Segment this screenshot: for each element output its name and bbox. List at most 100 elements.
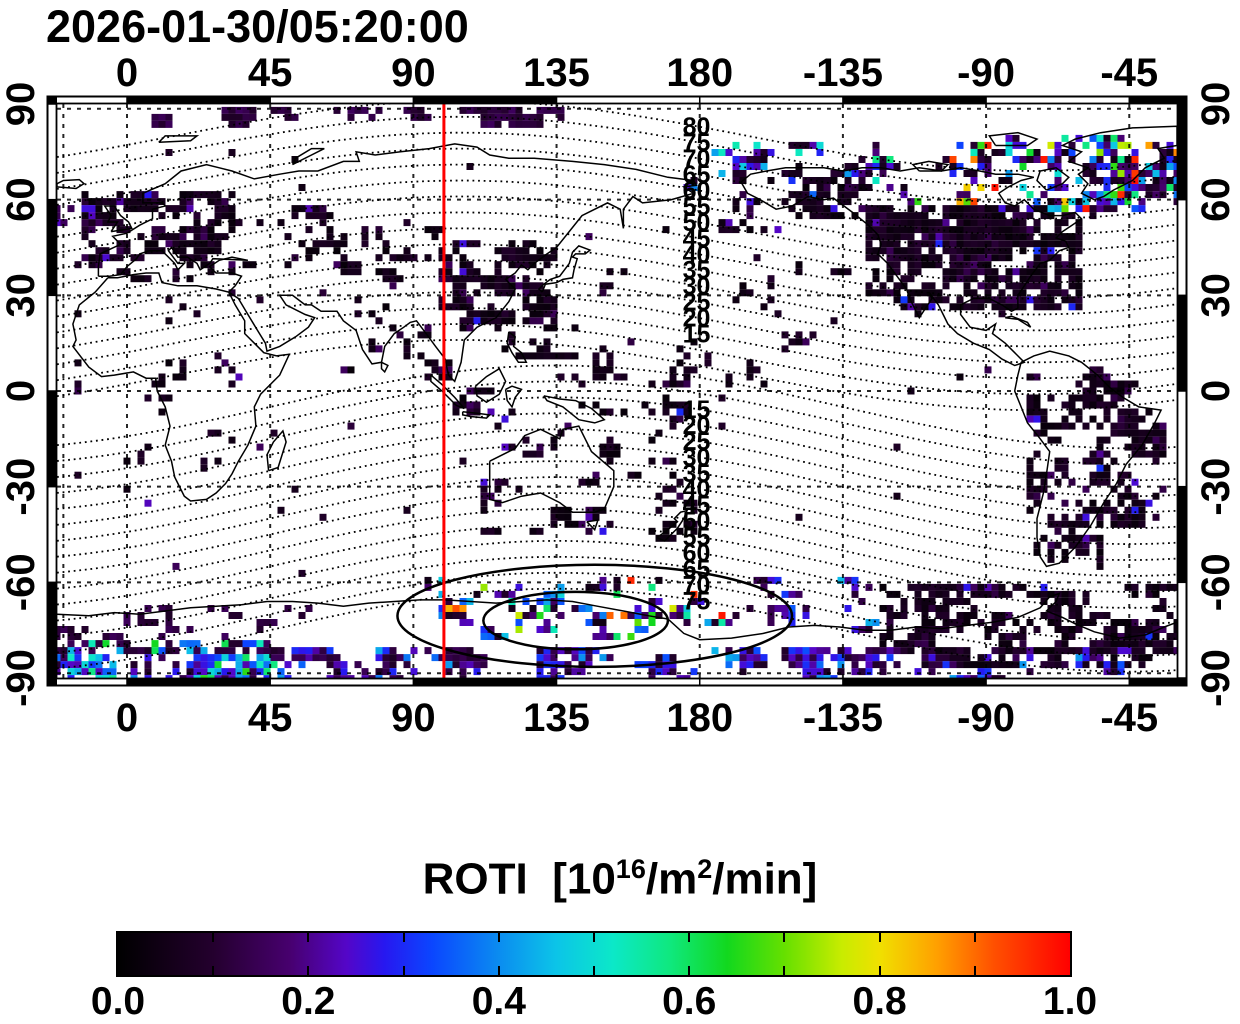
colorbar [116,931,1072,977]
x-axis-label-top: 135 [523,51,590,95]
contour-label-south: 75 [683,587,711,615]
magnetic-latitude-contours [57,104,1177,673]
contour-label-north: 55 [683,193,711,221]
coastline-iceland [57,178,86,190]
contour-label-south: 30 [683,444,711,472]
contour-label-north: 25 [683,289,711,317]
contour-label-south: 45 [683,492,711,520]
contour-label-north: 60 [683,177,711,205]
contour-label-south: 55 [683,524,711,552]
colorbar-tick-label: 1.0 [1042,980,1098,1023]
x-axis-label-top: -45 [1100,51,1158,95]
contour-label-north: 65 [683,161,711,189]
y-axis-label-right: 0 [1194,380,1238,402]
x-axis-label-top: 0 [116,51,138,95]
x-axis-label-bottom: -90 [957,696,1015,740]
coastline-sulawesi [504,385,523,409]
colorbar-minor-tick [783,966,786,975]
coastline-australia [488,425,615,513]
y-axis-label-left: 0 [0,380,43,402]
coastline-cuba [1005,315,1032,328]
colorbar-minor-tick [878,966,881,975]
contour-label-south: 70 [683,571,711,599]
coastline-baffin [1036,166,1070,191]
x-axis-label-bottom: 45 [248,696,293,740]
coastline-novaya_zemlya [291,147,325,166]
contour-label-north: 70 [683,145,711,173]
coastline-eurasia [97,143,698,383]
coastline-south_america [1013,350,1163,568]
world-map-plot: 8075706560555045403530252015152025303540… [0,51,1238,740]
coastline-uk [103,205,133,233]
colorbar-title-prefix: ROTI [10 [422,854,616,904]
colorbar-minor-tick [212,966,215,975]
coastline-sri_lanka [380,361,389,374]
x-axis-label-bottom: 90 [391,696,436,740]
coastline-borneo [474,367,507,404]
colorbar-tick-label: 0.8 [852,980,907,1023]
y-axis-label-left: -30 [0,458,43,516]
contour-label-north: 20 [683,305,711,333]
contour-label-south: 35 [683,460,711,488]
contour-label-south: 50 [683,508,711,536]
colorbar-minor-tick [593,966,595,975]
y-axis-label-right: 30 [1194,273,1238,318]
colorbar-title: ROTI [1016/m2/min] [0,854,1240,905]
contour-label-south: 65 [683,555,711,583]
coastline-philippines [506,331,528,364]
colorbar-title-mid: /m [645,854,698,904]
contour-label-south: 40 [683,476,711,504]
contour-label-north: 50 [683,209,711,237]
colorbar-minor-tick [688,966,691,975]
contour-label-north: 30 [683,273,711,301]
x-axis-label-top: -135 [803,51,883,95]
colorbar-tick-label: 0.2 [281,980,336,1023]
coastline-new_guinea [543,395,606,424]
colorbar-minor-tick [402,933,405,942]
colorbar-minor-tick [878,933,881,942]
y-axis-label-right: 90 [1194,82,1238,127]
colorbar-minor-tick [402,966,405,975]
coastline-tasmania [586,519,599,532]
contour-label-north: 45 [683,225,711,253]
contour-label-layer: 8075706560555045403530252015152025303540… [683,113,711,615]
y-axis-label-left: 60 [0,177,43,222]
contour-label-north: 15 [683,320,711,348]
coastline-greenland [1060,125,1177,201]
contour-label-south: 25 [683,428,711,456]
coastline-madagascar [266,429,287,472]
coastline-ellesmere [988,131,1039,147]
latlon-grid-layer [57,104,1177,678]
y-axis-label-right: -30 [1194,458,1238,516]
colorbar-title-exponent-2: 2 [697,854,713,884]
x-axis-label-top: -90 [957,51,1015,95]
colorbar-minor-tick [212,933,215,942]
coastline-north_america [740,167,1083,367]
x-axis-label-top: 45 [248,51,293,95]
colorbar-tick-label: 0.0 [90,980,146,1023]
colorbar-minor-tick [307,933,310,942]
x-axis-label-bottom: 0 [116,696,138,740]
coastline-svalbard [158,135,200,144]
y-axis-label-right: 60 [1194,177,1238,222]
coastline-antarctica [57,592,1177,641]
coastline-new_zealand [656,509,689,542]
axis-labels: 0045459090135135180180-135-135-90-90-45-… [0,51,1238,740]
contour-label-north: 35 [683,257,711,285]
zebra-frame [46,95,1188,687]
coastline-java [461,410,492,419]
colorbar-tick-label: 0.4 [471,980,526,1023]
x-axis-label-bottom: -135 [803,696,883,740]
y-axis-label-right: -60 [1194,553,1238,611]
x-axis-label-top: 90 [391,51,436,95]
colorbar-minor-tick [497,966,500,975]
colorbar-minor-tick [783,933,786,942]
y-axis-label-left: 90 [0,82,43,127]
colorbar-title-suffix: /min] [712,854,818,904]
colorbar-title-exponent-16: 16 [615,854,646,884]
coastline-victoria_island [911,160,950,172]
y-axis-label-right: -90 [1194,649,1238,707]
y-axis-label-left: 30 [0,273,43,318]
coastline-africa [72,272,291,502]
